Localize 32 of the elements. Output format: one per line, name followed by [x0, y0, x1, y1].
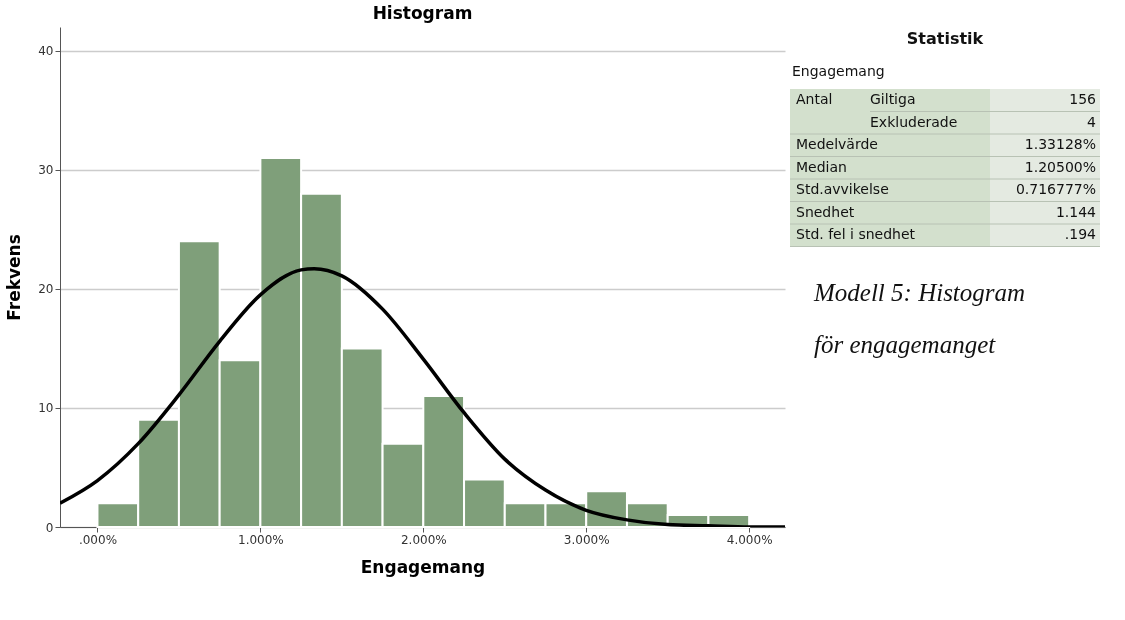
text: för engagemanget — [814, 330, 997, 358]
y-tick-label: 40 — [38, 44, 54, 59]
y-axis-title: Frekvens — [4, 234, 25, 321]
text: Giltiga — [870, 91, 916, 108]
text: Exkluderade — [870, 113, 958, 130]
y-tick-label: 0 — [45, 520, 54, 535]
text: 1.33128% — [1024, 136, 1096, 153]
text: 4 — [1087, 113, 1097, 130]
text: 1.20500% — [1024, 158, 1096, 175]
x-tick-label: 1.000% — [238, 532, 284, 547]
x-tick-label: 4.000% — [726, 532, 773, 547]
text: 0.716777% — [1015, 181, 1096, 198]
text: .194 — [1064, 226, 1097, 243]
text: Snedhet — [796, 203, 855, 220]
chart-title: Histogram — [372, 3, 473, 23]
x-tick-label: 2.000% — [400, 532, 447, 547]
text: Medelvärde — [796, 136, 878, 153]
x-tick-label: 3.000% — [563, 532, 610, 547]
text: Std. fel i snedhet — [796, 226, 916, 243]
text: Antal — [796, 91, 833, 108]
text: Median — [796, 158, 847, 175]
x-axis-title: Engagemang — [360, 556, 486, 577]
y-tick-label: 20 — [38, 282, 54, 297]
text: Statistik — [906, 29, 984, 48]
text: Engagemang — [792, 63, 885, 79]
y-tick-label: 30 — [38, 163, 54, 178]
text: Std.avvikelse — [796, 181, 889, 198]
y-tick-label: 10 — [38, 401, 54, 416]
text: 1.144 — [1055, 203, 1097, 220]
text: Modell 5: Histogram — [813, 278, 1026, 306]
x-tick-label: .000% — [78, 532, 118, 547]
text: 156 — [1069, 91, 1097, 108]
